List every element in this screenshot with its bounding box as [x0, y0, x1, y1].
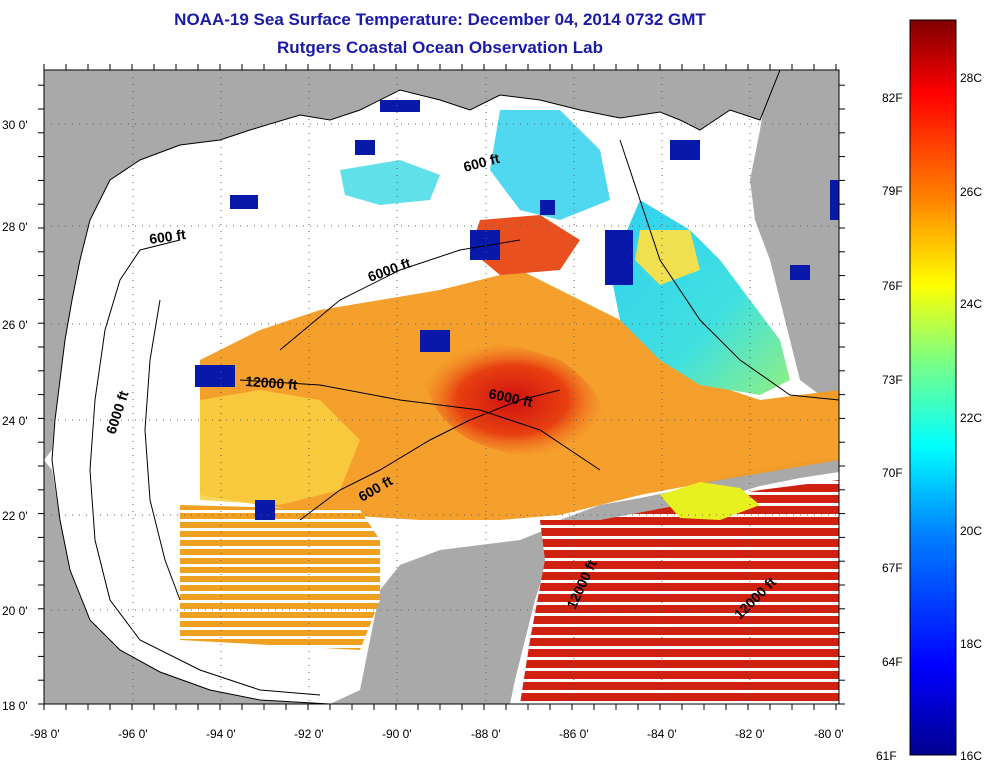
- sst-warm-core: [420, 342, 605, 458]
- lon-tick-label: -98 0': [30, 727, 60, 741]
- lat-tick-label: 20 0': [2, 604, 28, 618]
- colorbar-c-label: 22C: [960, 411, 982, 425]
- contour-florida-shelf: [619, 139, 839, 401]
- colorbar-c-label: 24C: [960, 297, 982, 311]
- colorbar-c-label: 20C: [960, 524, 982, 538]
- lon-tick-label: -84 0': [647, 727, 677, 741]
- colorbar: 82F 79F 76F 73F 70F 67F 64F 61F 28C 26C …: [876, 19, 982, 763]
- colorbar-f-label: 79F: [882, 184, 903, 198]
- sst-striped-south: [520, 480, 839, 704]
- sst-cuba-shelf: [660, 482, 760, 520]
- contour-600ft-yucatan: [299, 389, 561, 521]
- colorbar-f-label: 76F: [882, 279, 903, 293]
- colorbar-celsius-labels: 28C 26C 24C 22C 20C 18C 16C: [960, 71, 982, 763]
- tick-marks: [38, 64, 845, 710]
- colorbar-gradient: [909, 19, 957, 756]
- lat-tick-label: 22 0': [2, 509, 28, 523]
- sst-north-cyan: [490, 110, 610, 220]
- land-usa: [44, 70, 839, 460]
- contour-12000ft: [239, 379, 601, 471]
- colorbar-f-label: 61F: [876, 749, 897, 763]
- cloud-edge-cold-pixels: [195, 100, 839, 520]
- colorbar-c-label: 18C: [960, 637, 982, 651]
- lon-tick-label: -92 0': [294, 727, 324, 741]
- contour-600ft-west: [89, 239, 321, 696]
- map-panel: [44, 70, 839, 704]
- land-florida: [750, 70, 839, 400]
- lat-tick-label: 24 0': [2, 414, 28, 428]
- contour-label: 600 ft: [148, 226, 187, 247]
- sst-striped-west: [180, 505, 380, 650]
- map-subtitle: Rutgers Coastal Ocean Observation Lab: [277, 38, 603, 57]
- colorbar-f-label: 82F: [882, 91, 903, 105]
- colorbar-f-label: 67F: [882, 561, 903, 575]
- colorbar-c-label: 26C: [960, 185, 982, 199]
- lat-tick-label: 26 0': [2, 318, 28, 332]
- lon-tick-label: -86 0': [559, 727, 589, 741]
- colorbar-f-label: 64F: [882, 655, 903, 669]
- lon-tick-label: -90 0': [382, 727, 412, 741]
- latitude-axis: 18 0' 20 0' 22 0' 24 0' 26 0' 28 0' 30 0…: [2, 118, 28, 713]
- graticule: [44, 70, 839, 704]
- lon-tick-label: -82 0': [735, 727, 765, 741]
- lat-tick-label: 30 0': [2, 118, 28, 132]
- longitude-axis: -98 0' -96 0' -94 0' -92 0' -90 0' -88 0…: [30, 727, 844, 741]
- land-mexico: [44, 460, 330, 704]
- colorbar-f-label: 73F: [882, 373, 903, 387]
- sst-yellow-west: [200, 390, 360, 505]
- coastline: [51, 70, 781, 704]
- colorbar-f-label: 70F: [882, 466, 903, 480]
- lon-tick-label: -96 0': [118, 727, 148, 741]
- colorbar-c-label: 28C: [960, 71, 982, 85]
- lat-tick-label: 28 0': [2, 220, 28, 234]
- sst-cyan-patch-west: [340, 160, 440, 205]
- lon-tick-label: -94 0': [206, 727, 236, 741]
- contour-6000ft: [144, 239, 521, 601]
- lat-tick-label: 18 0': [2, 699, 28, 713]
- map-title: NOAA-19 Sea Surface Temperature: Decembe…: [174, 10, 706, 29]
- lon-tick-label: -80 0': [814, 727, 844, 741]
- lon-tick-label: -88 0': [471, 727, 501, 741]
- colorbar-c-label: 16C: [960, 749, 982, 763]
- colorbar-fahrenheit-labels: 82F 79F 76F 73F 70F 67F 64F 61F: [876, 91, 903, 763]
- map-frame: [43, 69, 840, 705]
- sst-yellow-patch: [635, 230, 700, 285]
- contour-label: 12000 ft: [245, 373, 298, 393]
- land-yucatan: [330, 530, 548, 704]
